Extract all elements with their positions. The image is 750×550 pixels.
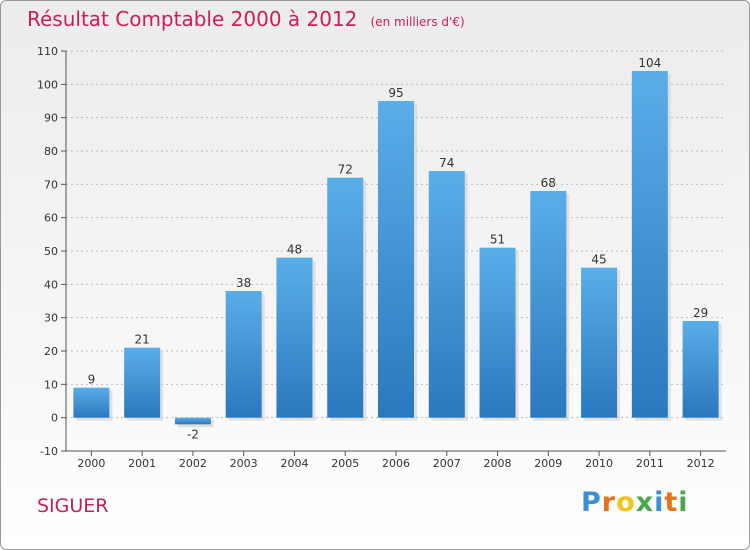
logo-letter: x	[635, 487, 655, 518]
y-tick-label: 100	[37, 78, 58, 91]
value-label-2004: 48	[287, 243, 302, 257]
x-tick-label: 2005	[331, 457, 359, 470]
y-tick-label: 10	[44, 378, 58, 391]
bar-2001	[124, 347, 161, 418]
axes	[61, 50, 726, 456]
value-label-2006: 95	[388, 86, 403, 100]
x-tick-label: 2001	[128, 457, 156, 470]
y-tick-label: 50	[44, 245, 58, 258]
y-tick-label: 110	[37, 45, 58, 58]
y-tick-label: 40	[44, 278, 58, 291]
x-tick-label: 2000	[77, 457, 105, 470]
bar-2010	[581, 267, 618, 418]
labels: -10 0 10 20 30 40 50 60 70 80 90 100 110 2000 9 2001 21 2…	[37, 45, 715, 470]
bar-2004	[276, 257, 313, 418]
bars	[73, 71, 722, 428]
bar-2005	[327, 177, 364, 418]
value-label-2012: 29	[693, 306, 708, 320]
logo-letter: i	[678, 487, 689, 518]
logo-letter: i	[654, 487, 665, 518]
value-label-2007: 74	[439, 156, 454, 170]
value-label-2003: 38	[236, 276, 251, 290]
y-tick-label: 30	[44, 312, 58, 325]
logo-letter: r	[601, 487, 617, 518]
value-label-2009: 68	[541, 176, 556, 190]
value-label-2011: 104	[638, 56, 661, 70]
y-tick-label: 70	[44, 178, 58, 191]
bar-2012	[682, 321, 719, 418]
x-tick-label: 2006	[382, 457, 410, 470]
bar-2003	[225, 291, 262, 418]
proxiti-logo: Proxiti	[581, 487, 689, 518]
y-tick-label: 20	[44, 345, 58, 358]
y-tick-label: 60	[44, 212, 58, 225]
y-tick-label: -10	[40, 445, 58, 458]
bar-2002	[174, 417, 211, 425]
y-tick-label: 90	[44, 112, 58, 125]
x-tick-label: 2012	[687, 457, 715, 470]
value-label-2000: 9	[88, 373, 96, 387]
x-tick-label: 2003	[230, 457, 258, 470]
logo-letter: P	[581, 487, 602, 518]
bar-2009	[530, 191, 567, 418]
bar-2007	[428, 171, 465, 418]
chart-title: Résultat Comptable 2000 à 2012 (en milli…	[27, 7, 465, 31]
y-tick-label: 0	[51, 412, 58, 425]
chart-title-text: Résultat Comptable 2000 à 2012	[27, 7, 358, 31]
y-tick-label: 80	[44, 145, 58, 158]
x-tick-label: 2011	[636, 457, 664, 470]
logo-letter: o	[616, 487, 636, 518]
x-tick-label: 2004	[280, 457, 308, 470]
value-label-2002: -2	[187, 427, 199, 441]
value-label-2010: 45	[591, 253, 606, 267]
value-label-2001: 21	[135, 333, 150, 347]
x-tick-label: 2009	[534, 457, 562, 470]
x-tick-label: 2007	[433, 457, 461, 470]
x-tick-label: 2008	[484, 457, 512, 470]
x-tick-label: 2010	[585, 457, 613, 470]
bar-2000	[73, 387, 110, 418]
x-tick-label: 2002	[179, 457, 207, 470]
value-label-2008: 51	[490, 233, 505, 247]
bar-2006	[378, 101, 414, 418]
value-label-2005: 72	[338, 163, 353, 177]
logo-letter: t	[664, 487, 679, 518]
bar-2008	[479, 247, 516, 418]
bar-2011	[631, 71, 668, 418]
commune-name: SIGUER	[37, 495, 109, 517]
chart-unit: (en milliers d'€)	[370, 15, 465, 29]
